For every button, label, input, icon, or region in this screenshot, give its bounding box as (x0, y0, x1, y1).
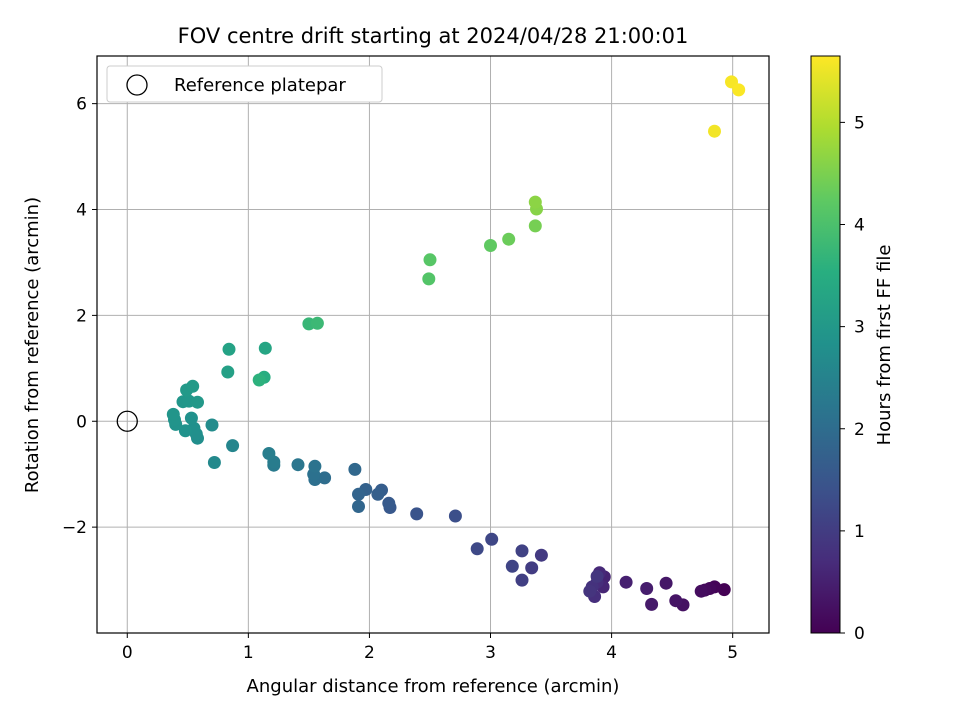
colorbar: 0 1 2 3 4 5 Hours from first FF file (810, 55, 895, 644)
scatter-point (534, 548, 548, 562)
scatter-point (352, 500, 365, 513)
plot-frame (96, 55, 770, 634)
x-axis-label: Angular distance from reference (arcmin) (247, 676, 620, 697)
scatter-point (583, 584, 597, 598)
colorbar-gradient (810, 55, 841, 634)
legend-entry-reference: Reference platepar (174, 75, 346, 96)
scatter-point (525, 561, 539, 575)
scatter-point (645, 597, 659, 611)
grid (97, 56, 769, 633)
scatter-point (423, 253, 437, 267)
scatter-point (590, 569, 604, 583)
points-layer (116, 75, 746, 612)
scatter-point (732, 83, 746, 97)
scatter-point (484, 239, 497, 252)
y-tick-label: 0 (76, 412, 87, 432)
x-tick-label: 1 (243, 643, 254, 663)
colorbar-tick-label: 3 (854, 318, 865, 338)
scatter-point (207, 456, 221, 469)
colorbar-tick-label: 1 (854, 522, 865, 542)
x-tick-label: 2 (364, 643, 375, 663)
scatter-point (348, 462, 362, 476)
chart-title: FOV centre drift starting at 2024/04/28 … (178, 24, 689, 48)
colorbar-tick-label: 2 (854, 420, 865, 440)
colorbar-ticks: 0 1 2 3 4 5 (840, 113, 865, 644)
scatter-point (352, 487, 365, 501)
scatter-point (502, 232, 516, 246)
scatter-point (382, 496, 396, 510)
scatter-point (528, 195, 542, 209)
colorbar-tick-label: 0 (854, 624, 865, 644)
y-tick-label: 4 (76, 201, 87, 221)
x-tick-label: 0 (122, 643, 133, 663)
scatter-point (528, 219, 542, 233)
x-tick-label: 4 (606, 643, 617, 663)
scatter-point (515, 544, 529, 558)
scatter-point (252, 373, 266, 387)
scatter-point (262, 447, 276, 460)
y-tick-label: −2 (62, 518, 87, 538)
scatter-point (505, 559, 519, 573)
scatter-point (222, 342, 236, 356)
scatter-point (310, 316, 324, 330)
y-tick-label: 6 (76, 95, 87, 115)
legend: Reference platepar (106, 65, 383, 103)
scatter-point (448, 509, 462, 523)
y-axis: −2 0 2 4 6 (62, 95, 97, 538)
scatter-point (166, 407, 180, 421)
scatter-point (669, 594, 683, 608)
x-tick-label: 3 (485, 643, 496, 663)
y-tick-label: 2 (76, 306, 87, 326)
scatter-point (640, 582, 654, 595)
scatter-point (226, 439, 240, 453)
scatter-point (184, 411, 198, 425)
legend-box (106, 65, 383, 103)
colorbar-tick-label: 5 (854, 113, 865, 133)
reference-platepar-marker (116, 410, 138, 432)
scatter-point (619, 575, 633, 589)
colorbar-label: Hours from first FF file (874, 245, 895, 446)
scatter-point (291, 458, 305, 472)
y-axis-label: Rotation from reference (arcmin) (22, 197, 43, 493)
scatter-point (470, 542, 484, 556)
scatter-point (410, 507, 424, 521)
scatter-point (659, 576, 673, 590)
scatter-point (371, 487, 385, 501)
colorbar-tick-label: 4 (854, 216, 865, 236)
scatter-point (191, 395, 204, 409)
x-tick-label: 5 (727, 643, 738, 663)
scatter-point (221, 365, 235, 379)
x-axis: 0 1 2 3 4 5 (122, 633, 738, 663)
scatter-point (708, 124, 721, 138)
scatter-point (515, 573, 529, 587)
scatter-point (308, 459, 322, 473)
scatter-point (694, 584, 708, 598)
scatter-point (258, 341, 272, 355)
scatter-point (318, 471, 332, 485)
scatter-point (205, 418, 219, 432)
legend-marker-open-circle (126, 74, 148, 96)
scatter-point (186, 379, 200, 393)
scatter-point (485, 532, 499, 546)
scatter-point (178, 424, 192, 438)
scatter-point (422, 272, 436, 286)
